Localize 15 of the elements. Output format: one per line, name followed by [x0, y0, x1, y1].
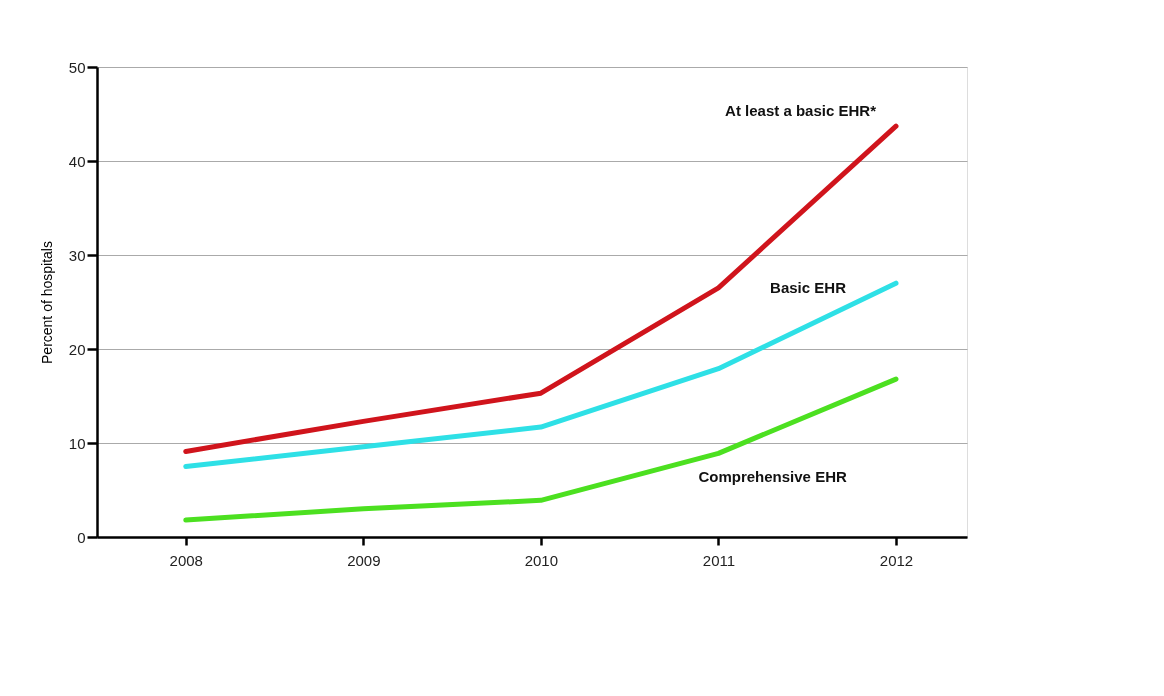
y-axis-title: Percent of hospitals [38, 241, 55, 364]
y-tick-label: 50 [68, 58, 86, 76]
y-tick-label: 0 [77, 528, 86, 546]
x-tick-label: 2011 [702, 551, 736, 569]
x-tick-label: 2008 [169, 551, 203, 569]
series-label: At least a basic EHR* [725, 102, 877, 120]
y-tick-label: 30 [68, 246, 86, 264]
y-tick-label: 10 [68, 434, 86, 452]
x-tick-label: 2012 [879, 551, 914, 569]
series-label: Comprehensive EHR [698, 468, 847, 486]
x-tick-label: 2010 [524, 551, 559, 569]
y-tick-label: 40 [68, 152, 86, 170]
x-tick-label: 2009 [347, 551, 381, 569]
y-tick-label: 20 [68, 340, 86, 358]
series-label: Basic EHR [770, 279, 847, 297]
